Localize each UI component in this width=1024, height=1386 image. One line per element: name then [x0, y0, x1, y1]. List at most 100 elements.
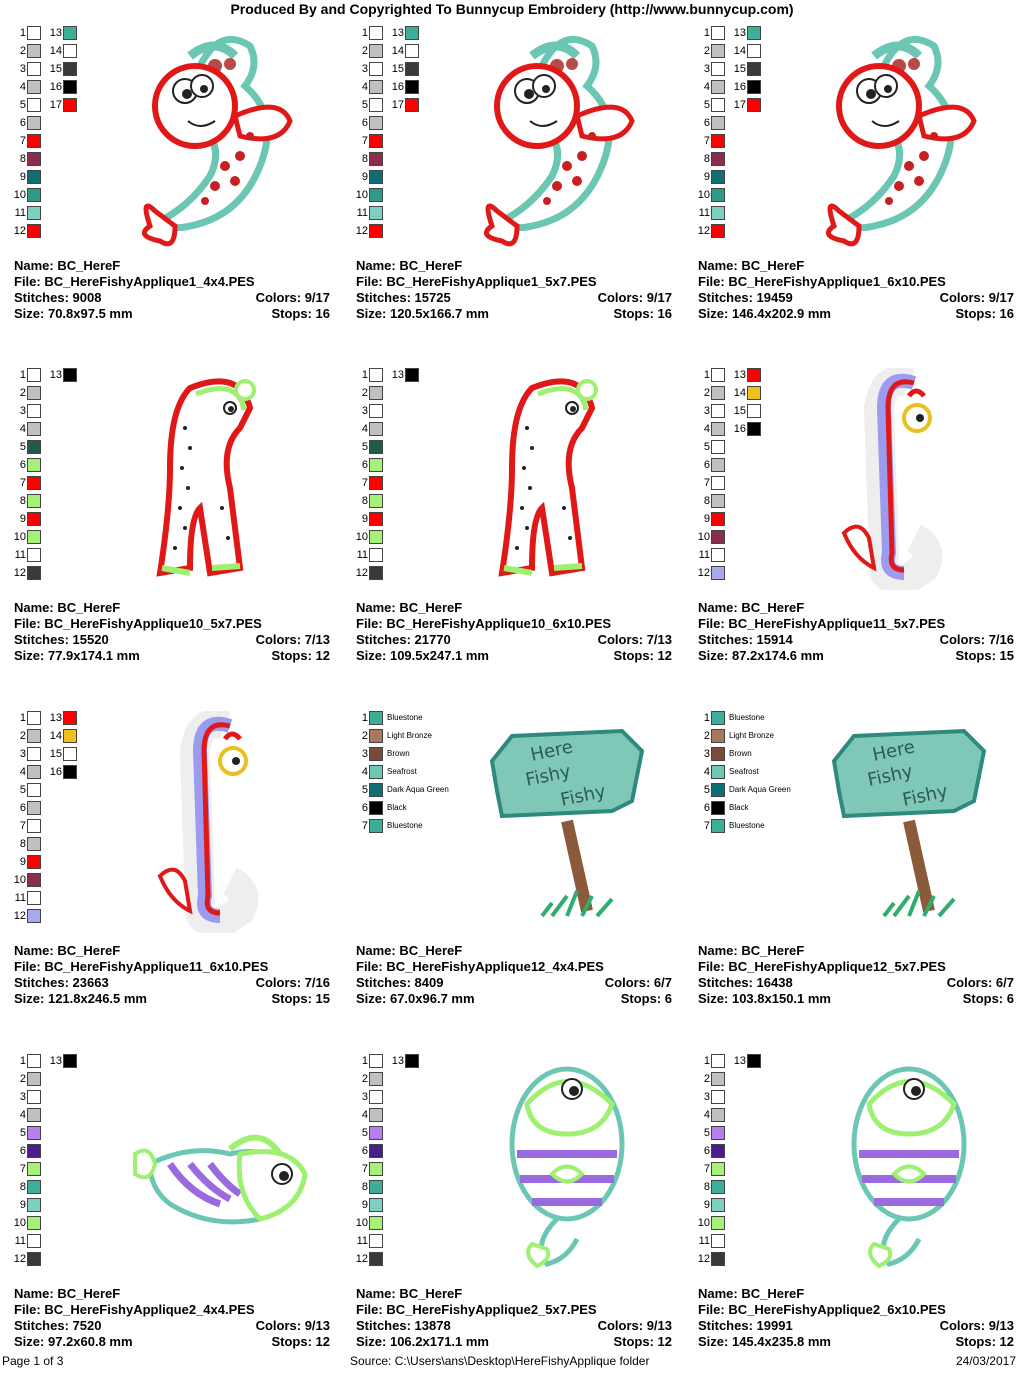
color-name: Dark Aqua Green	[387, 785, 449, 794]
design-name: BC_HereF	[741, 1286, 805, 1301]
color-chip: 7	[688, 476, 725, 490]
source-path: Source: C:\Users\ans\Desktop\HereFishyAp…	[350, 1354, 650, 1368]
color-palette: 1 2 3 4 5 6 7 8 9 10 11 12 13 14 15 16 17	[688, 26, 838, 246]
color-chip: 1	[688, 368, 725, 382]
color-swatch	[369, 458, 383, 472]
color-swatch	[27, 62, 41, 76]
color-swatch	[711, 44, 725, 58]
name-label: Name:	[356, 943, 396, 958]
file-label: File:	[698, 616, 725, 631]
color-chip: 5	[688, 98, 725, 112]
color-swatch	[369, 1180, 383, 1194]
color-chip: 4	[4, 422, 41, 436]
stop-count: 12	[315, 1334, 330, 1349]
color-number: 6	[703, 459, 710, 471]
color-swatch	[711, 494, 725, 508]
color-chip: 8	[346, 152, 383, 166]
design-card: 1 2 3 4 5 6 7 8 9 10 11 12 13 14 15 16 Name: BC_HereF Fi…	[0, 703, 330, 1043]
color-number: 5	[361, 784, 368, 796]
design-name: BC_HereF	[741, 943, 805, 958]
color-number: 3	[361, 1091, 368, 1103]
color-chip: 1	[4, 1054, 41, 1068]
stop-count: 6	[1006, 991, 1014, 1006]
color-swatch	[369, 80, 383, 94]
color-number: 13	[733, 1055, 746, 1067]
color-swatch	[369, 224, 383, 238]
design-size: 77.9x174.1 mm	[47, 648, 140, 663]
color-chip: 4	[346, 422, 383, 436]
color-chip: 13	[40, 368, 77, 382]
color-number: 1	[703, 369, 710, 381]
design-card: 1 2 3 4 5 6 7 8 9 10 11 12 13 14 15 16 17 Name: BC_HereF…	[342, 18, 672, 358]
color-number: 4	[19, 766, 26, 778]
color-swatch	[27, 1198, 41, 1212]
file-label: File:	[356, 959, 383, 974]
color-swatch	[711, 548, 725, 562]
design-preview-image	[472, 26, 662, 248]
color-swatch	[369, 476, 383, 490]
color-swatch	[369, 116, 383, 130]
color-chip: 10	[688, 1216, 725, 1230]
color-chip: 6	[4, 801, 41, 815]
stitch-count: 15725	[414, 290, 451, 305]
design-name: BC_HereF	[741, 600, 805, 615]
color-number: 16	[733, 81, 746, 93]
color-swatch	[63, 729, 77, 743]
color-swatch	[27, 26, 41, 40]
color-swatch	[27, 1108, 41, 1122]
color-chip: 2 Light Bronze	[688, 729, 774, 743]
design-preview-image	[130, 708, 320, 937]
color-chip: 10	[4, 1216, 41, 1230]
color-number: 14	[391, 45, 404, 57]
color-number: 9	[703, 1199, 710, 1211]
color-swatch	[27, 711, 41, 725]
color-name: Brown	[387, 749, 410, 758]
color-chip: 5	[688, 440, 725, 454]
color-chip: 6	[688, 116, 725, 130]
color-swatch	[27, 134, 41, 148]
color-number: 12	[697, 567, 710, 579]
color-number: 8	[361, 1181, 368, 1193]
color-chip: 2	[688, 1072, 725, 1086]
color-chip: 6	[346, 116, 383, 130]
color-swatch	[369, 548, 383, 562]
color-swatch	[27, 1126, 41, 1140]
color-swatch	[369, 44, 383, 58]
size-label: Size:	[356, 991, 387, 1006]
color-number: 11	[698, 207, 710, 219]
color-swatch	[711, 729, 725, 743]
design-card: 1 2 3 4 5 6 7 8 9 10 11 12 13 Name: BC_HereF File: BC…	[684, 1046, 1014, 1386]
color-swatch	[27, 1234, 41, 1248]
color-number: 7	[703, 1163, 710, 1175]
color-chip: 2	[346, 386, 383, 400]
color-chip: 2 Light Bronze	[346, 729, 432, 743]
stop-count: 15	[315, 991, 330, 1006]
color-swatch	[711, 530, 725, 544]
design-size: 97.2x60.8 mm	[47, 1334, 133, 1349]
color-count: 6/7	[653, 975, 672, 990]
color-number: 11	[698, 549, 710, 561]
stops-label: Stops:	[271, 991, 312, 1006]
colors-label: Colors:	[939, 290, 986, 305]
color-number: 3	[361, 405, 368, 417]
color-chip: 1	[688, 26, 725, 40]
color-number: 5	[19, 1127, 26, 1139]
color-chip: 9	[4, 512, 41, 526]
color-number: 13	[391, 369, 404, 381]
color-chip: 17	[40, 98, 77, 112]
size-label: Size:	[14, 1334, 45, 1349]
stitch-count: 19459	[756, 290, 793, 305]
design-file: BC_HereFishyApplique2_5x7.PES	[386, 1302, 597, 1317]
color-number: 5	[19, 99, 26, 111]
color-number: 5	[19, 441, 26, 453]
color-count: 7/13	[304, 632, 330, 647]
color-number: 7	[19, 820, 26, 832]
color-swatch	[711, 368, 725, 382]
color-swatch	[369, 530, 383, 544]
color-number: 2	[361, 45, 368, 57]
color-number: 10	[13, 874, 26, 886]
design-card: 1 2 3 4 5 6 7 8 9 10 11 12 13 14 15 16 17 Name: BC_HereF…	[0, 18, 330, 358]
color-number: 9	[361, 1199, 368, 1211]
color-chip: 14	[724, 44, 761, 58]
color-chip: 16	[724, 422, 761, 436]
